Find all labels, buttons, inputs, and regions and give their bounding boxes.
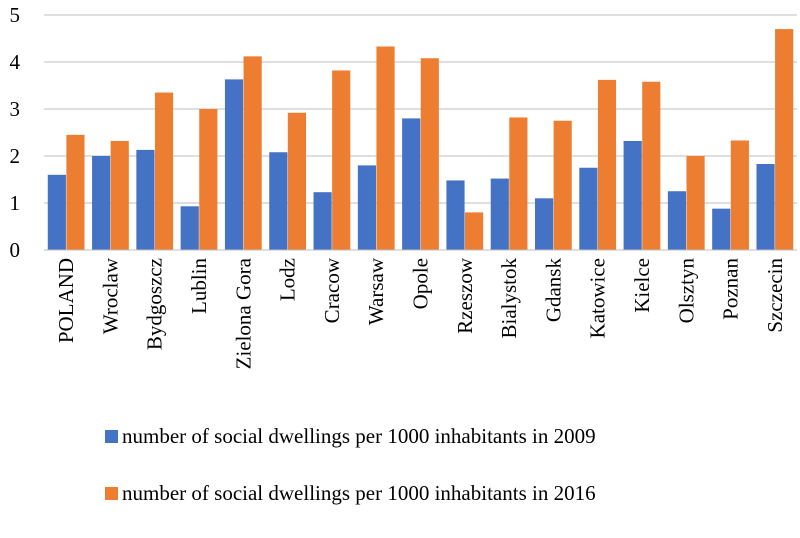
bar-2016-lodz	[287, 112, 306, 250]
y-tick-label-5: 5	[10, 3, 21, 27]
bar-2016-lublin	[199, 109, 218, 250]
bar-2009-warsaw	[357, 165, 376, 250]
bar-2009-opole	[402, 118, 421, 251]
bar-2016-kielce	[642, 81, 661, 251]
bar-2016-poznan	[730, 140, 749, 250]
x-tick-label-bialystok: Bialystok	[497, 258, 521, 339]
x-tick-label-olsztyn: Olsztyn	[674, 258, 698, 324]
bar-2016-katowice	[597, 79, 617, 250]
bar-2016-zielona-gora	[243, 56, 262, 250]
x-tick-labels: POLAND Wroclaw Bydgoszcz Lublin Zielona Gora…	[54, 257, 787, 369]
bar-2009-bialystok	[490, 178, 509, 250]
bar-2016-bialystok	[509, 117, 528, 251]
bar-2009-rzeszow	[446, 180, 465, 250]
legend-item-2009: number of social dwellings per 1000 inha…	[105, 424, 596, 448]
bar-2009-zielona-gora	[224, 79, 244, 250]
x-tick-label-wroclaw: Wroclaw	[98, 257, 122, 334]
bar-2016-bydgoszcz	[154, 92, 174, 250]
legend: number of social dwellings per 1000 inha…	[105, 424, 596, 538]
x-tick-label-gdansk: Gdansk	[541, 258, 565, 323]
legend-swatch-2009	[105, 429, 118, 443]
bar-2009-bydgoszcz	[136, 149, 155, 250]
bar-2009-poland	[47, 174, 66, 250]
x-tick-label-rzeszow: Rzeszow	[453, 257, 477, 334]
x-tick-label-poland: POLAND	[54, 258, 78, 343]
x-tick-label-opole: Opole	[409, 258, 433, 309]
x-tick-label-bydgoszcz: Bydgoszcz	[143, 258, 167, 350]
y-tick-label-3: 3	[10, 97, 21, 121]
bar-2016-wroclaw	[110, 140, 129, 250]
x-tick-label-cracow: Cracow	[320, 257, 344, 323]
bar-2016-rzeszow	[465, 212, 484, 250]
bar-2009-katowice	[579, 167, 598, 250]
bar-2009-szczecin	[756, 163, 775, 250]
bar-2009-poznan	[712, 208, 731, 250]
bar-2016-opole	[420, 58, 439, 250]
y-tick-label-0: 0	[10, 238, 21, 262]
legend-item-2016: number of social dwellings per 1000 inha…	[105, 481, 596, 505]
bar-2016-szczecin	[775, 29, 794, 250]
bar-chart: 0 1 2 3 4 5 POLAND Wroclaw Bydgoszcz Lublin Zielo…	[10, 3, 797, 369]
legend-label-2016: number of social dwellings per 1000 inha…	[122, 480, 596, 505]
bars	[47, 29, 794, 251]
x-tick-label-poznan: Poznan	[719, 258, 743, 320]
bar-2016-olsztyn	[686, 156, 705, 250]
bar-2009-lodz	[269, 152, 288, 250]
x-tick-label-kielce: Kielce	[630, 258, 654, 313]
bar-2009-kielce	[623, 140, 642, 250]
y-tick-label-2: 2	[10, 144, 21, 168]
legend-swatch-2016	[105, 486, 118, 500]
legend-label-2009: number of social dwellings per 1000 inha…	[122, 423, 596, 448]
y-tick-labels: 0 1 2 3 4 5	[10, 3, 21, 262]
bar-2009-cracow	[313, 192, 332, 250]
x-tick-label-lodz: Lodz	[276, 258, 300, 301]
bar-2009-lublin	[180, 206, 199, 250]
bar-2009-wroclaw	[92, 156, 111, 250]
bar-2016-warsaw	[376, 46, 395, 250]
x-tick-label-katowice: Katowice	[586, 258, 610, 338]
bar-2009-gdansk	[535, 198, 554, 250]
y-tick-label-1: 1	[10, 191, 21, 215]
x-tick-label-lublin: Lublin	[187, 258, 211, 314]
x-tick-label-zielona-gora: Zielona Gora	[231, 257, 255, 369]
bar-2009-olsztyn	[667, 191, 687, 250]
x-tick-label-warsaw: Warsaw	[364, 257, 388, 325]
bar-2016-poland	[66, 134, 85, 250]
y-tick-label-4: 4	[10, 50, 21, 74]
bar-2016-cracow	[332, 70, 351, 251]
bar-2016-gdansk	[553, 120, 572, 250]
x-tick-label-szczecin: Szczecin	[763, 258, 787, 333]
